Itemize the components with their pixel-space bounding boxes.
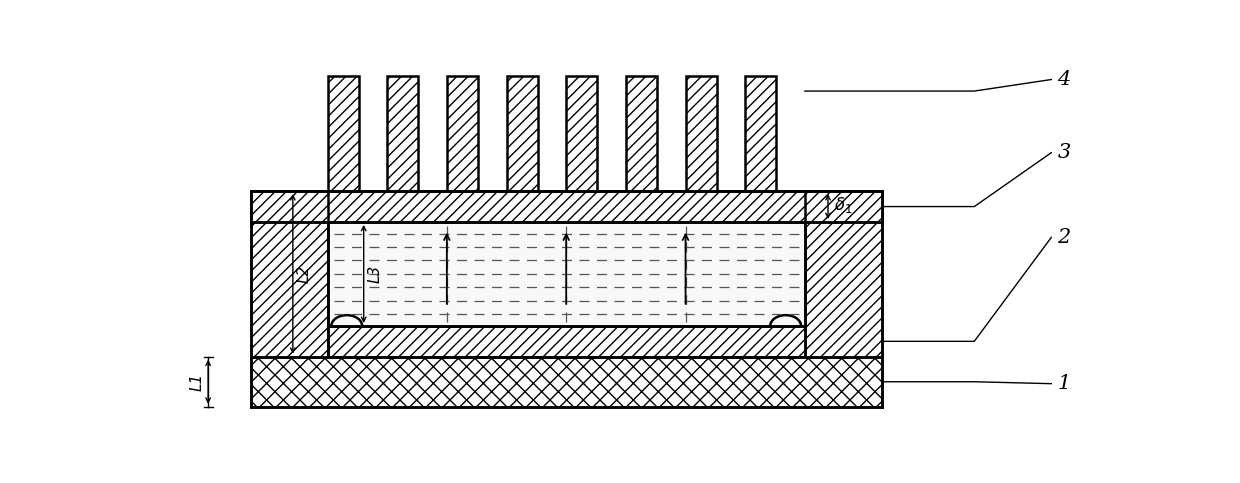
Text: L1: L1	[190, 372, 205, 391]
Bar	[387, 76, 418, 191]
Bar	[805, 191, 882, 357]
Text: L3: L3	[367, 265, 382, 283]
Bar	[250, 191, 327, 357]
Bar	[327, 76, 358, 191]
Bar	[446, 76, 477, 191]
Bar	[506, 76, 538, 191]
Bar	[686, 76, 717, 191]
Text: 2: 2	[1058, 228, 1070, 247]
Bar	[250, 191, 882, 222]
Text: $\delta_1$: $\delta_1$	[835, 195, 853, 215]
Bar	[745, 76, 776, 191]
Text: 1: 1	[1058, 374, 1070, 393]
Text: 3: 3	[1058, 143, 1070, 162]
Text: 4: 4	[1058, 70, 1070, 89]
Bar	[250, 357, 882, 407]
Bar	[626, 76, 657, 191]
Bar	[327, 222, 805, 326]
Bar	[327, 326, 805, 357]
Bar	[567, 76, 598, 191]
Text: L2: L2	[296, 265, 311, 283]
